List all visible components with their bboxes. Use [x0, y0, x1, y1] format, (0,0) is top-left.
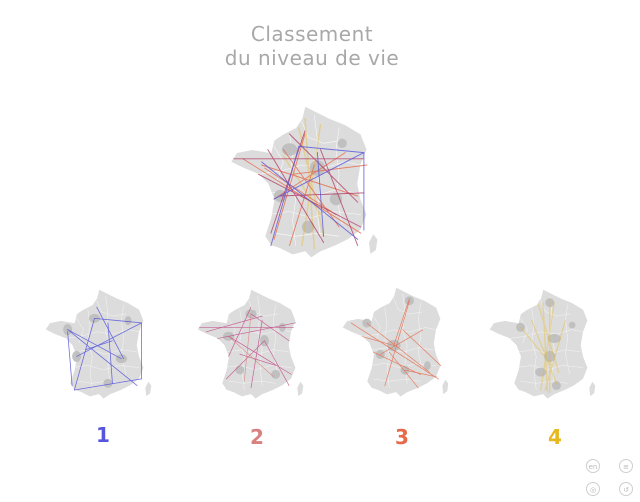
combined-map[interactable] — [225, 103, 385, 259]
share-button[interactable]: ↺ — [619, 482, 633, 496]
info-button[interactable]: ◎ — [586, 482, 600, 496]
highlight-area — [568, 321, 576, 329]
language-button[interactable]: en — [586, 459, 600, 473]
title-line-2: du niveau de vie — [224, 46, 400, 70]
highlight-area — [281, 143, 298, 156]
menu-button[interactable]: ≡ — [619, 459, 633, 473]
title-line-1: Classement — [250, 22, 374, 46]
corsica-outline — [441, 378, 449, 396]
highlight-area — [103, 378, 113, 388]
highlight-area — [124, 316, 132, 326]
highlight-area — [424, 361, 431, 371]
france-outline — [196, 288, 297, 400]
quartile-2-map[interactable] — [192, 287, 310, 400]
quartile-3-map[interactable] — [337, 285, 455, 398]
connection-lines — [261, 145, 365, 247]
quartile-2-label[interactable]: 2 — [250, 425, 264, 449]
corsica-outline — [144, 380, 152, 398]
highlight-area — [544, 350, 556, 363]
highlight-area — [337, 138, 347, 148]
connection-lines — [228, 313, 274, 382]
highlight-area — [535, 367, 547, 377]
corsica-outline — [368, 232, 379, 256]
highlight-area — [329, 192, 343, 206]
connection-lines — [519, 297, 567, 393]
quartile-1-map[interactable] — [40, 287, 158, 400]
highlight-area — [545, 298, 555, 308]
corsica-outline — [296, 380, 304, 398]
quartile-4-label[interactable]: 4 — [548, 425, 562, 449]
highlight-area — [271, 369, 281, 379]
quartile-1-label[interactable]: 1 — [96, 423, 110, 447]
quartile-4-map[interactable] — [484, 287, 602, 400]
page-title: Classement du niveau de vie — [0, 22, 624, 70]
department-borders — [362, 293, 437, 389]
connection-lines — [350, 298, 442, 389]
connection-lines — [199, 306, 297, 389]
highlight-area — [235, 365, 245, 375]
highlight-area — [516, 322, 526, 332]
quartile-3-label[interactable]: 3 — [395, 425, 409, 449]
highlight-area — [551, 381, 561, 391]
highlight-area — [547, 334, 561, 343]
connection-lines — [67, 306, 142, 391]
highlight-area — [301, 220, 315, 234]
france-outline — [488, 288, 589, 400]
corsica-outline — [588, 380, 596, 398]
